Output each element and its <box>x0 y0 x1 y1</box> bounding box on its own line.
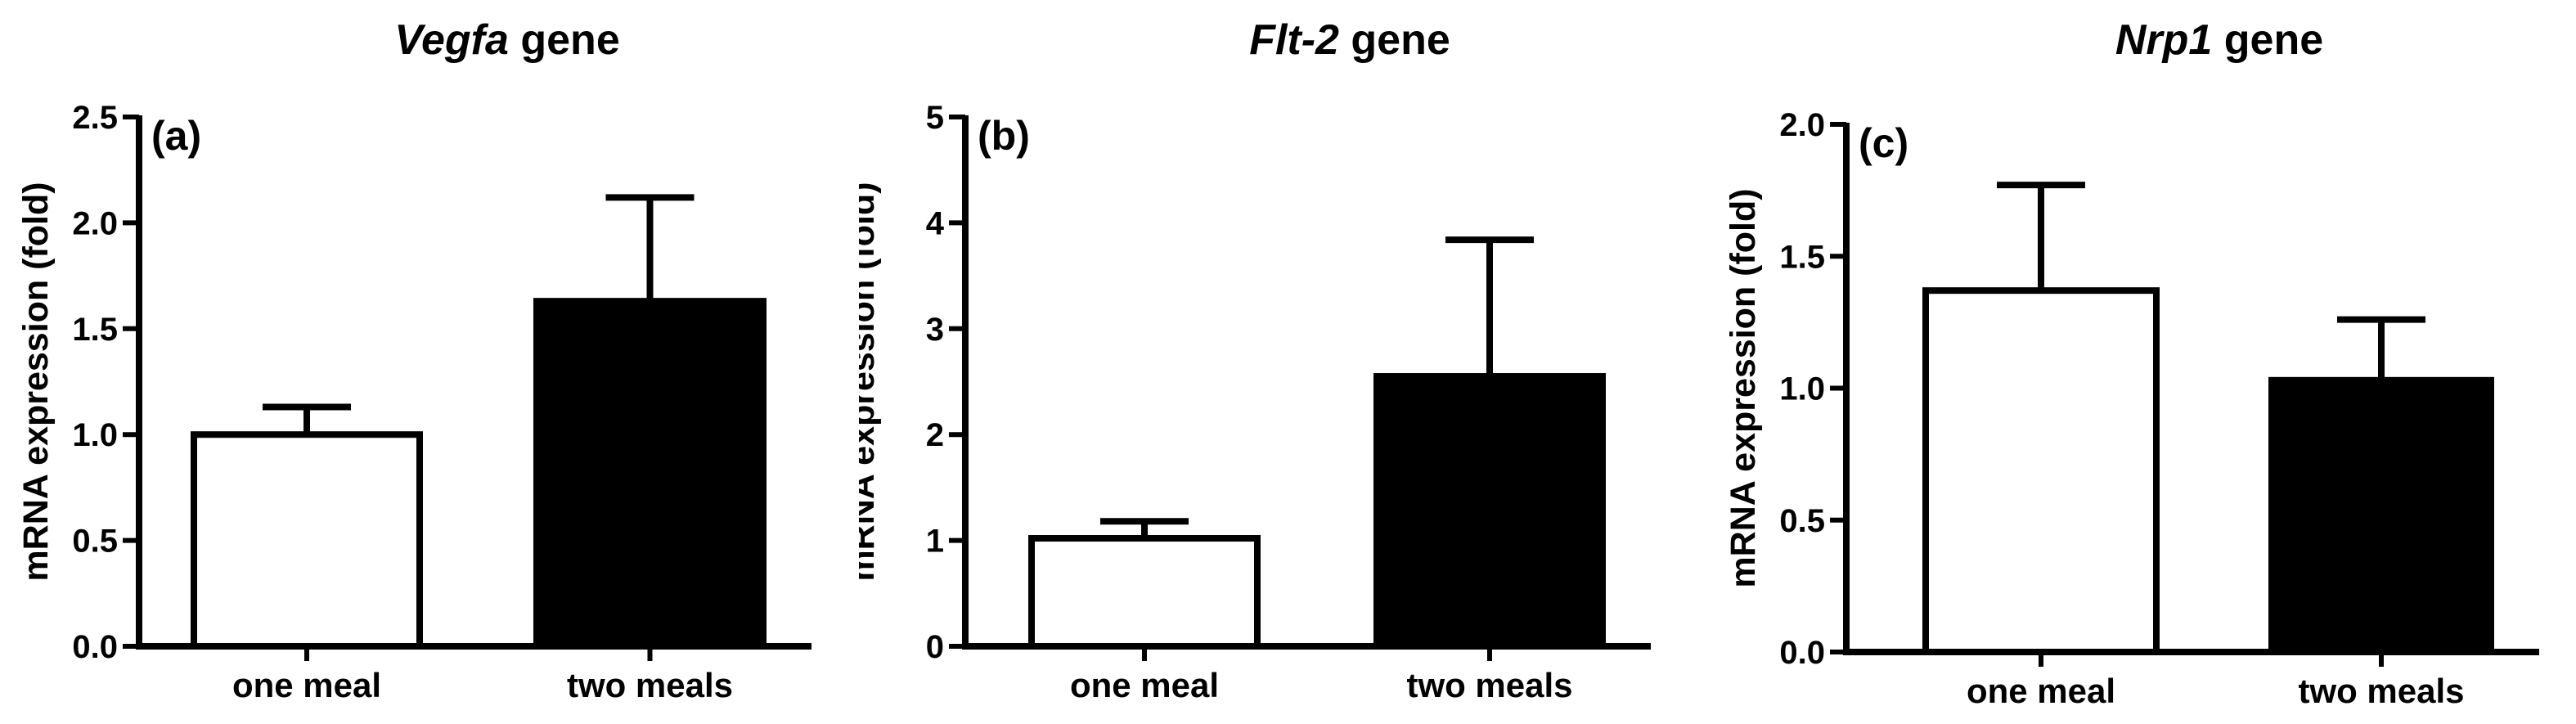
y-tick-label: 2 <box>926 417 944 453</box>
bar-two-meals <box>2268 376 2494 655</box>
panel-label: (a) <box>151 113 201 159</box>
chart-title: Nrp1 gene <box>2115 16 2323 64</box>
y-tick-label: 1.5 <box>72 312 118 348</box>
y-axis-title: mRNA expression (fold) <box>16 182 56 581</box>
panel-label: (c) <box>1859 120 1908 166</box>
chart-title: Flt-2 gene <box>1249 16 1450 64</box>
y-tick-label: 1.5 <box>1779 239 1825 275</box>
y-axis-title: mRNA expression (fold) <box>859 182 882 581</box>
bar-one-meal <box>191 431 423 650</box>
chart-c-svg: Nrp1 gene (c) mRNA expression (fold) 0.0 0.5… <box>1724 16 2539 710</box>
chart-title-suffix: gene <box>1339 16 1450 64</box>
chart-title: Vegfa gene <box>394 16 620 64</box>
x-category-label: two meals <box>567 666 733 704</box>
y-tick-label: 2.0 <box>1779 107 1825 143</box>
chart-title-gene: Flt-2 <box>1249 16 1339 64</box>
y-tick-label: 1.0 <box>1779 371 1825 407</box>
chart-panel-c: Nrp1 gene (c) mRNA expression (fold) 0.0 0.5… <box>1718 0 2576 724</box>
bar-two-meals <box>1373 373 1606 650</box>
x-category-label: one meal <box>232 666 381 704</box>
y-tick-label: 0.0 <box>1779 635 1825 671</box>
bar-one-meal <box>1028 535 1261 650</box>
chart-a-svg: Vegfa gene (a) mRNA expression (fold) 0.0 0.… <box>16 16 811 704</box>
chart-title-gene: Vegfa <box>394 16 509 64</box>
x-category-label: one meal <box>1967 672 2115 710</box>
panel-label: (b) <box>978 113 1030 159</box>
x-category-label: two meals <box>2298 672 2464 710</box>
y-tick-label: 5 <box>926 100 944 136</box>
x-category-label: one meal <box>1070 666 1219 704</box>
chart-b-svg: Flt-2 gene (b) mRNA expression (fold) 0 1 2 3 4… <box>859 16 1651 704</box>
y-tick-label: 0.0 <box>72 629 118 665</box>
bar-one-meal <box>1922 287 2160 655</box>
y-tick-label: 3 <box>926 312 944 348</box>
y-tick-label: 4 <box>926 205 945 241</box>
y-tick-label: 2.0 <box>72 205 118 241</box>
chart-title-gene: Nrp1 <box>2115 16 2212 64</box>
bar-two-meals <box>533 298 767 650</box>
chart-panel-b: Flt-2 gene (b) mRNA expression (fold) 0 1 2 3 4… <box>859 0 1718 724</box>
y-tick-label: 0.5 <box>1779 503 1825 539</box>
y-tick-label: 2.5 <box>72 100 118 136</box>
y-tick-label: 1 <box>926 524 944 560</box>
chart-title-suffix: gene <box>509 16 620 64</box>
chart-panel-a: Vegfa gene (a) mRNA expression (fold) 0.0 0.… <box>0 0 859 724</box>
y-tick-label: 1.0 <box>72 417 118 453</box>
y-tick-label: 0.5 <box>72 524 118 560</box>
y-axis-title: mRNA expression (fold) <box>1724 188 1763 587</box>
chart-title-suffix: gene <box>2212 16 2323 64</box>
y-tick-label: 0 <box>926 629 944 665</box>
x-category-label: two meals <box>1406 666 1572 704</box>
